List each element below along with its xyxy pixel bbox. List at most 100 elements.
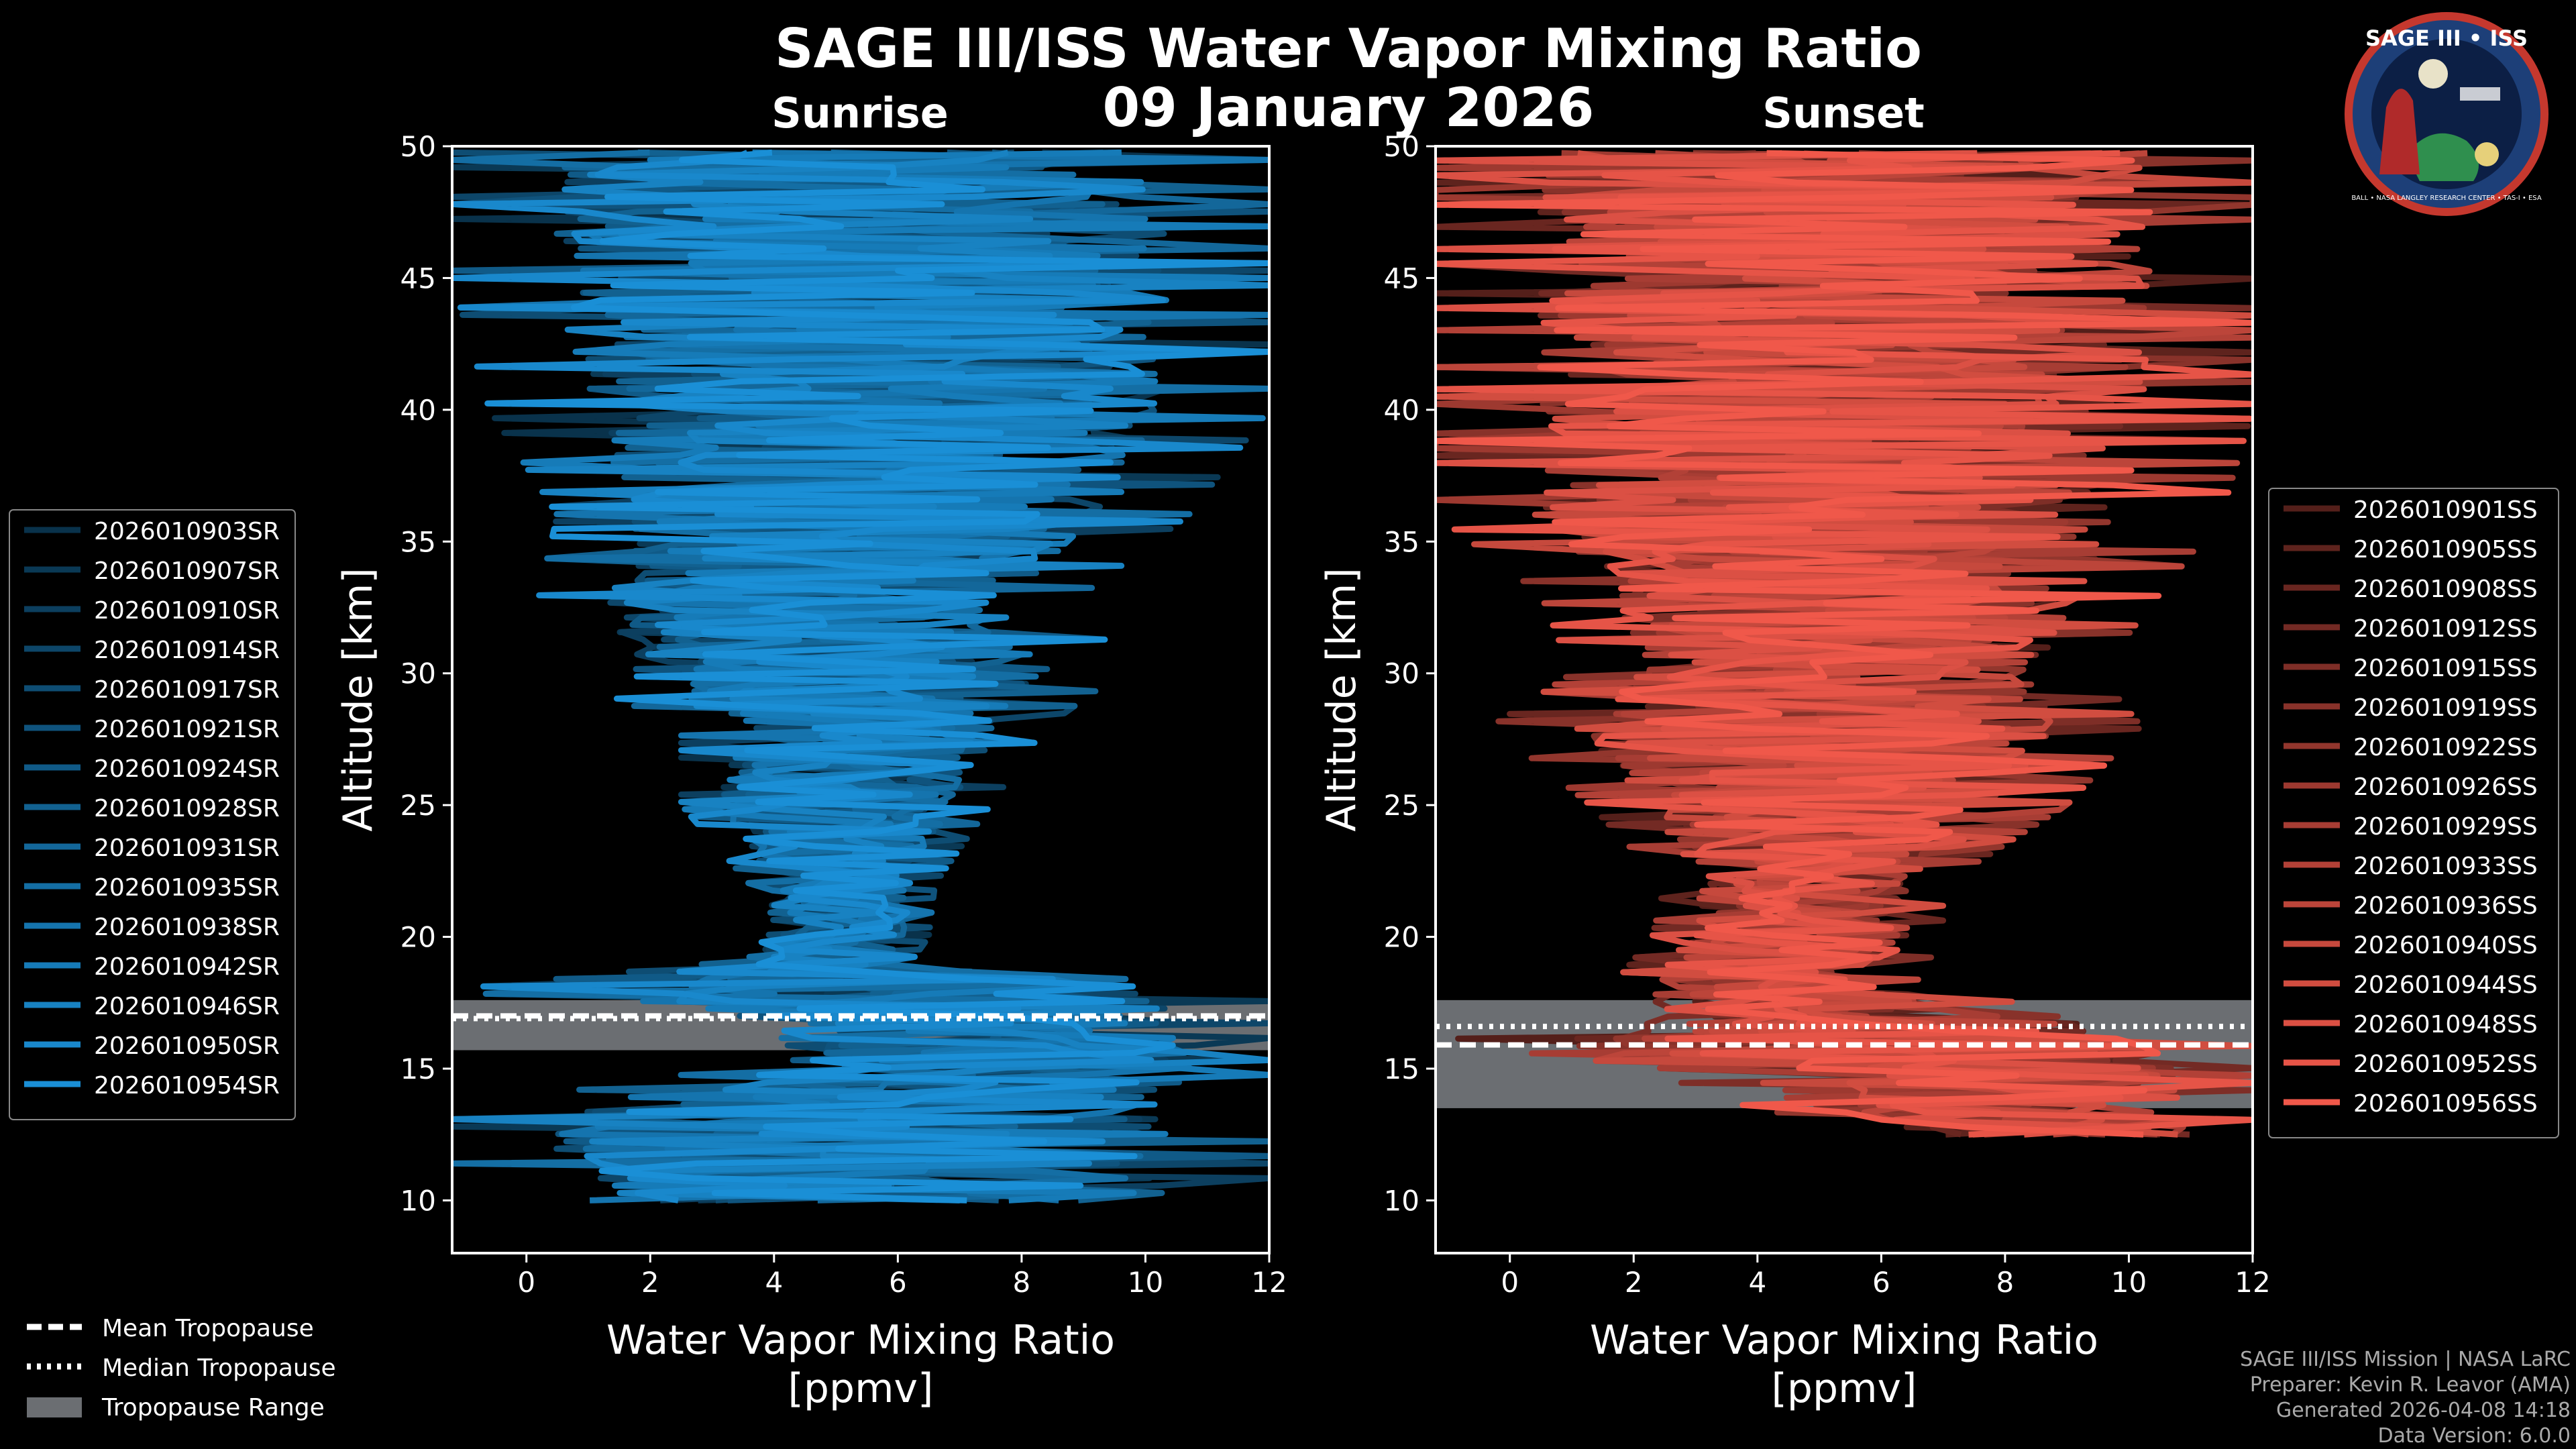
legend-entry: 2026010950SR — [94, 1032, 280, 1060]
median-tropopause-label: Median Tropopause — [102, 1354, 336, 1382]
axes-frame — [1434, 145, 2254, 1254]
legend-entry: 2026010946SR — [94, 993, 280, 1020]
profile-line-2026010950SR — [452, 150, 1269, 1203]
sage-iii-iss-logo: SAGE III • ISS BALL • NASA LANGLEY RESEA… — [2345, 12, 2548, 216]
legend-entry: 2026010940SS — [2353, 932, 2538, 959]
legend-entry: 2026010903SR — [94, 518, 280, 545]
x-axis-label: [ppmv] — [788, 1365, 934, 1412]
legend-entry: 2026010928SR — [94, 795, 280, 822]
legend-entry: 2026010907SR — [94, 557, 280, 585]
x-tick-label: 2 — [1625, 1266, 1643, 1299]
figure-title: SAGE III/ISS Water Vapor Mixing Ratio — [775, 17, 1922, 80]
logo-ring-text: BALL • NASA LANGLEY RESEARCH CENTER • TA… — [2351, 195, 2542, 202]
legend-entry: 2026010936SS — [2353, 892, 2538, 920]
x-tick-label: 8 — [1996, 1266, 2015, 1299]
legend-entry: 2026010935SR — [94, 874, 280, 902]
legend-entry: 2026010942SR — [94, 953, 280, 981]
credit-preparer: Preparer: Kevin R. Leavor (AMA) — [2250, 1373, 2571, 1397]
subplot-title-sunset: Sunset — [1762, 89, 1925, 138]
legend-entry: 2026010956SS — [2353, 1090, 2538, 1118]
figure-date: 09 January 2026 — [1103, 76, 1595, 139]
credit-generated: Generated 2026-04-08 14:18 — [2276, 1399, 2571, 1422]
x-tick-label: 2 — [641, 1266, 659, 1299]
legend-box — [2268, 488, 2559, 1138]
legend-entry: 2026010908SS — [2353, 576, 2538, 603]
legend-entry: 2026010948SS — [2353, 1011, 2538, 1038]
credit-mission: SAGE III/ISS Mission | NASA LaRC — [2240, 1348, 2571, 1371]
x-tick-label: 8 — [1013, 1266, 1031, 1299]
y-tick-label: 25 — [1384, 789, 1419, 822]
y-tick-label: 50 — [400, 130, 436, 163]
profile-line-2026010954SR — [484, 149, 1269, 1203]
legend-entry: 2026010905SS — [2353, 536, 2538, 564]
legend-entry: 2026010931SR — [94, 835, 280, 862]
profiles — [452, 149, 1269, 1203]
x-tick-label: 0 — [1501, 1266, 1519, 1299]
legend-entry: 2026010929SS — [2353, 813, 2538, 841]
x-tick-label: 4 — [1748, 1266, 1766, 1299]
logo-sun-icon — [2418, 59, 2448, 89]
y-tick-label: 10 — [400, 1184, 436, 1217]
profiles — [1436, 150, 2253, 1138]
y-tick-label: 40 — [1384, 394, 1419, 427]
y-tick-label: 20 — [1384, 921, 1419, 954]
x-tick-label: 6 — [1872, 1266, 1890, 1299]
legend-entry: 2026010954SR — [94, 1072, 280, 1099]
x-tick-label: 10 — [1128, 1266, 1163, 1299]
tropopause-range-swatch — [27, 1397, 82, 1417]
y-tick-label: 15 — [1384, 1053, 1419, 1085]
legend-entry: 2026010933SS — [2353, 853, 2538, 880]
legend-entry: 2026010915SS — [2353, 655, 2538, 682]
credit-data-version: Data Version: 6.0.0 — [2378, 1424, 2571, 1448]
y-axis-label: Altitude [km] — [1318, 568, 1365, 832]
profile-line-2026010956SS — [1436, 150, 2253, 1138]
y-tick-label: 30 — [1384, 657, 1419, 690]
tropopause-range-label: Tropopause Range — [101, 1394, 325, 1421]
legend-entry: 2026010912SS — [2353, 615, 2538, 643]
x-axis-label: Water Vapor Mixing Ratio — [606, 1317, 1115, 1364]
logo-figure-icon — [2379, 89, 2420, 174]
y-tick-label: 40 — [400, 394, 436, 427]
legend-box — [9, 509, 296, 1120]
x-tick-label: 12 — [2235, 1266, 2270, 1299]
logo-title: SAGE III • ISS — [2365, 25, 2528, 51]
y-tick-label: 35 — [1384, 525, 1419, 558]
y-tick-label: 10 — [1384, 1184, 1419, 1217]
y-tick-label: 25 — [400, 789, 436, 822]
legend-entry: 2026010922SS — [2353, 734, 2538, 761]
x-tick-label: 0 — [517, 1266, 535, 1299]
credits: SAGE III/ISS Mission | NASA LaRC Prepare… — [2240, 1348, 2571, 1448]
legend-entry: 2026010901SS — [2353, 496, 2538, 524]
y-tick-label: 45 — [400, 262, 436, 294]
sunrise-legend: 2026010903SR 2026010907SR 2026010910SR 2026… — [9, 509, 296, 1120]
y-tick-label: 50 — [1384, 130, 1419, 163]
x-axis-label: Water Vapor Mixing Ratio — [1590, 1317, 2098, 1364]
y-tick-label: 15 — [400, 1053, 436, 1085]
y-tick-label: 35 — [400, 525, 436, 558]
x-tick-label: 10 — [2111, 1266, 2147, 1299]
y-axis-label: Altitude [km] — [335, 568, 382, 832]
y-tick-label: 45 — [1384, 262, 1419, 294]
x-tick-label: 4 — [765, 1266, 783, 1299]
legend-entry: 2026010952SS — [2353, 1051, 2538, 1078]
subplot-title-sunrise: Sunrise — [771, 89, 949, 138]
legend-entry: 2026010910SR — [94, 597, 280, 625]
legend-entry: 2026010919SS — [2353, 694, 2538, 722]
tropopause-legend: Mean Tropopause Median Tropopause Tropop… — [27, 1315, 336, 1421]
mean-tropopause-label: Mean Tropopause — [102, 1315, 314, 1342]
y-tick-label: 20 — [400, 921, 436, 954]
legend-entry: 2026010921SR — [94, 716, 280, 743]
x-axis-label: [ppmv] — [1772, 1365, 1917, 1412]
x-tick-label: 12 — [1251, 1266, 1287, 1299]
x-tick-label: 6 — [889, 1266, 907, 1299]
legend-entry: 2026010938SR — [94, 914, 280, 941]
legend-entry: 2026010926SS — [2353, 773, 2538, 801]
legend-entry: 2026010917SR — [94, 676, 280, 704]
legend-entry: 2026010944SS — [2353, 971, 2538, 999]
sunset-legend: 2026010901SS 2026010905SS 2026010908SS 2026… — [2268, 488, 2559, 1138]
legend-entry: 2026010924SR — [94, 755, 280, 783]
legend-entry: 2026010914SR — [94, 637, 280, 664]
axes-frame — [451, 145, 1271, 1254]
logo-iss-icon — [2460, 87, 2500, 101]
